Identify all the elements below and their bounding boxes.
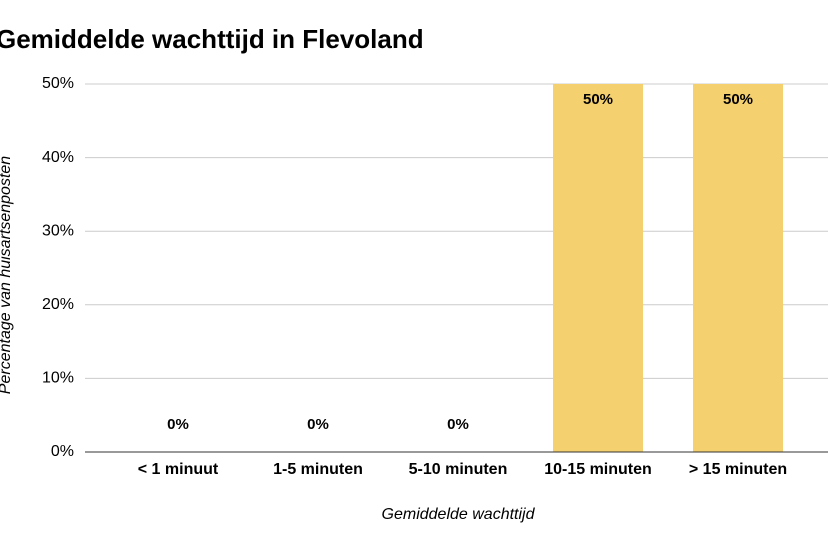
x-tick-label: < 1 minuut [138, 461, 219, 478]
y-tick-label: 0% [51, 443, 74, 460]
value-label: 0% [167, 416, 189, 433]
value-label: 0% [307, 416, 329, 433]
bar [553, 84, 643, 452]
x-tick-label: 10-15 minuten [544, 461, 652, 478]
x-tick-label: 1-5 minuten [273, 461, 363, 478]
x-axis-title: Gemiddelde wachttijd [382, 506, 536, 523]
value-label: 50% [723, 91, 753, 108]
bar [693, 84, 783, 452]
x-tick-label: > 15 minuten [689, 461, 787, 478]
y-axis-title: Percentage van huisartsenposten [0, 156, 14, 394]
y-tick-label: 10% [42, 370, 74, 387]
y-tick-label: 50% [42, 75, 74, 92]
chart-title: Gemiddelde wachttijd in Flevoland [0, 24, 424, 54]
y-tick-label: 20% [42, 296, 74, 313]
x-tick-label: 5-10 minuten [409, 461, 508, 478]
y-tick-label: 30% [42, 222, 74, 239]
value-label: 0% [447, 416, 469, 433]
value-label: 50% [583, 91, 613, 108]
y-tick-label: 40% [42, 149, 74, 166]
